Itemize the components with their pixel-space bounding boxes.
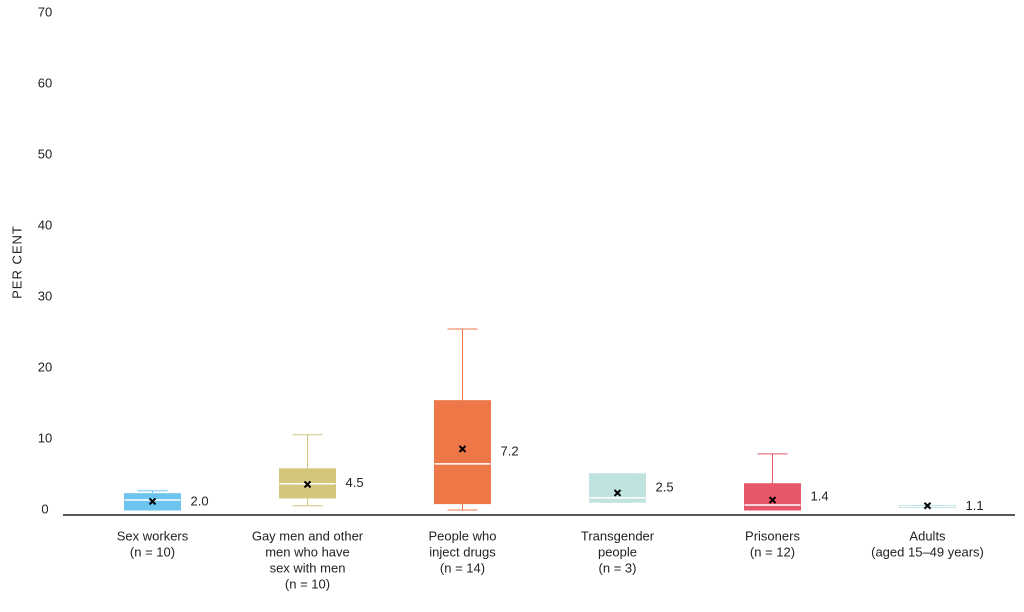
y-tick-label: 10	[38, 430, 52, 445]
x-tick-label: sex with men	[270, 560, 346, 575]
value-label: 1.1	[966, 498, 984, 513]
x-tick-label: inject drugs	[429, 544, 496, 559]
mean-stroke	[768, 496, 777, 504]
x-tick-label: People who	[429, 528, 497, 543]
value-label: 7.2	[501, 444, 519, 459]
x-tick-label: Transgender	[581, 528, 655, 543]
y-tick-label: 60	[38, 75, 52, 90]
x-tick-label: (n = 10)	[130, 544, 175, 559]
y-tick-label: 30	[38, 288, 52, 303]
x-tick-label: (n = 3)	[599, 560, 637, 575]
y-tick-label: 20	[38, 359, 52, 374]
mean-marker	[148, 497, 157, 506]
y-tick-label: 40	[38, 217, 52, 232]
y-tick-label: 70	[38, 4, 52, 19]
value-label: 4.5	[346, 475, 364, 490]
y-axis-label: PER CENT	[9, 225, 24, 299]
x-tick-label: men who have	[265, 544, 350, 559]
x-tick-label: Prisoners	[745, 528, 800, 543]
mean-stroke	[303, 480, 312, 489]
value-label: 2.0	[191, 493, 209, 508]
x-tick-label: (n = 12)	[750, 544, 795, 559]
x-tick-label: (n = 14)	[440, 560, 485, 575]
mean-marker	[303, 480, 312, 489]
value-label: 2.5	[656, 479, 674, 494]
mean-marker	[458, 445, 467, 453]
mean-marker	[923, 502, 932, 510]
x-tick-label: Adults	[909, 528, 946, 543]
x-tick-label: Gay men and other	[252, 528, 364, 543]
mean-marker	[768, 496, 777, 504]
y-tick-label: 0	[41, 501, 48, 516]
mean-stroke	[148, 497, 157, 506]
mean-stroke	[613, 489, 622, 497]
box	[744, 483, 801, 511]
value-label: 1.4	[811, 488, 829, 503]
box	[434, 400, 491, 505]
mean-marker	[613, 489, 622, 497]
x-tick-label: (aged 15–49 years)	[871, 544, 984, 559]
x-tick-label: (n = 10)	[285, 576, 330, 591]
x-tick-label: people	[598, 544, 637, 559]
x-tick-label: Sex workers	[117, 528, 189, 543]
y-tick-label: 50	[38, 146, 52, 161]
mean-stroke	[923, 502, 932, 510]
mean-stroke	[458, 445, 467, 453]
